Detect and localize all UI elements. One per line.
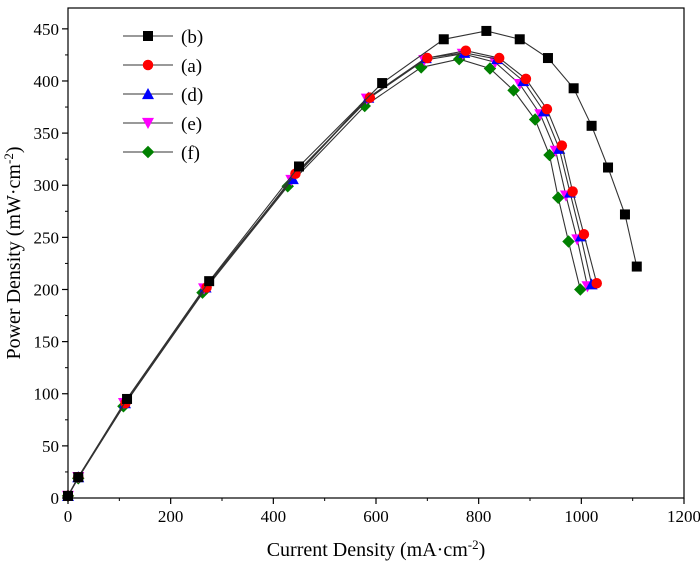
- y-tick-label: 0: [51, 489, 60, 508]
- y-axis-title-end: ): [3, 146, 25, 153]
- y-axis-title: Power Density (mW·cm-2): [1, 146, 26, 359]
- data-point: [521, 74, 532, 85]
- x-tick-label: 1000: [564, 507, 598, 526]
- x-tick-label: 200: [158, 507, 184, 526]
- data-point: [73, 472, 83, 482]
- data-point: [567, 186, 578, 197]
- y-tick-label: 150: [34, 333, 60, 352]
- data-point: [481, 26, 491, 36]
- x-tick-label: 600: [363, 507, 389, 526]
- data-point: [591, 278, 602, 289]
- y-tick-label: 450: [34, 20, 60, 39]
- y-tick-label: 300: [34, 176, 60, 195]
- data-point: [204, 276, 214, 286]
- y-axis-title-main: Power Density (mW·cm: [3, 164, 25, 360]
- data-point: [632, 262, 642, 272]
- data-point: [569, 83, 579, 93]
- legend-label: (a): [181, 56, 202, 77]
- legend-label: (b): [181, 27, 203, 48]
- x-axis-title-superscript: -2: [468, 537, 479, 552]
- legend-label: (e): [181, 114, 202, 135]
- y-tick-label: 250: [34, 228, 60, 247]
- x-axis-title-end: ): [479, 539, 486, 561]
- data-point: [579, 229, 590, 240]
- legend-label: (d): [181, 85, 203, 106]
- y-tick-label: 400: [34, 72, 60, 91]
- x-axis-title: Current Density (mA·cm-2): [267, 537, 486, 562]
- data-point: [587, 121, 597, 131]
- y-tick-label: 350: [34, 124, 60, 143]
- data-point: [542, 104, 553, 115]
- legend-marker: [143, 60, 154, 71]
- data-point: [422, 53, 433, 64]
- data-point: [365, 92, 376, 103]
- legend-marker: [143, 31, 153, 41]
- data-point: [377, 78, 387, 88]
- data-point: [461, 45, 472, 56]
- y-tick-label: 50: [42, 437, 59, 456]
- data-point: [603, 163, 613, 173]
- x-tick-label: 1200: [667, 507, 700, 526]
- y-tick-label: 200: [34, 280, 60, 299]
- data-point: [494, 53, 505, 64]
- data-point: [515, 34, 525, 44]
- data-point: [557, 140, 568, 151]
- legend-label: (f): [181, 143, 200, 164]
- data-point: [122, 394, 132, 404]
- data-point: [439, 34, 449, 44]
- y-tick-label: 100: [34, 385, 60, 404]
- x-tick-label: 0: [64, 507, 73, 526]
- data-point: [543, 53, 553, 63]
- data-point: [294, 161, 304, 171]
- x-tick-label: 400: [261, 507, 287, 526]
- data-point: [620, 209, 630, 219]
- x-tick-label: 800: [466, 507, 492, 526]
- y-axis-title-superscript: -2: [1, 153, 16, 164]
- x-axis-title-main: Current Density (mA·cm: [267, 539, 469, 561]
